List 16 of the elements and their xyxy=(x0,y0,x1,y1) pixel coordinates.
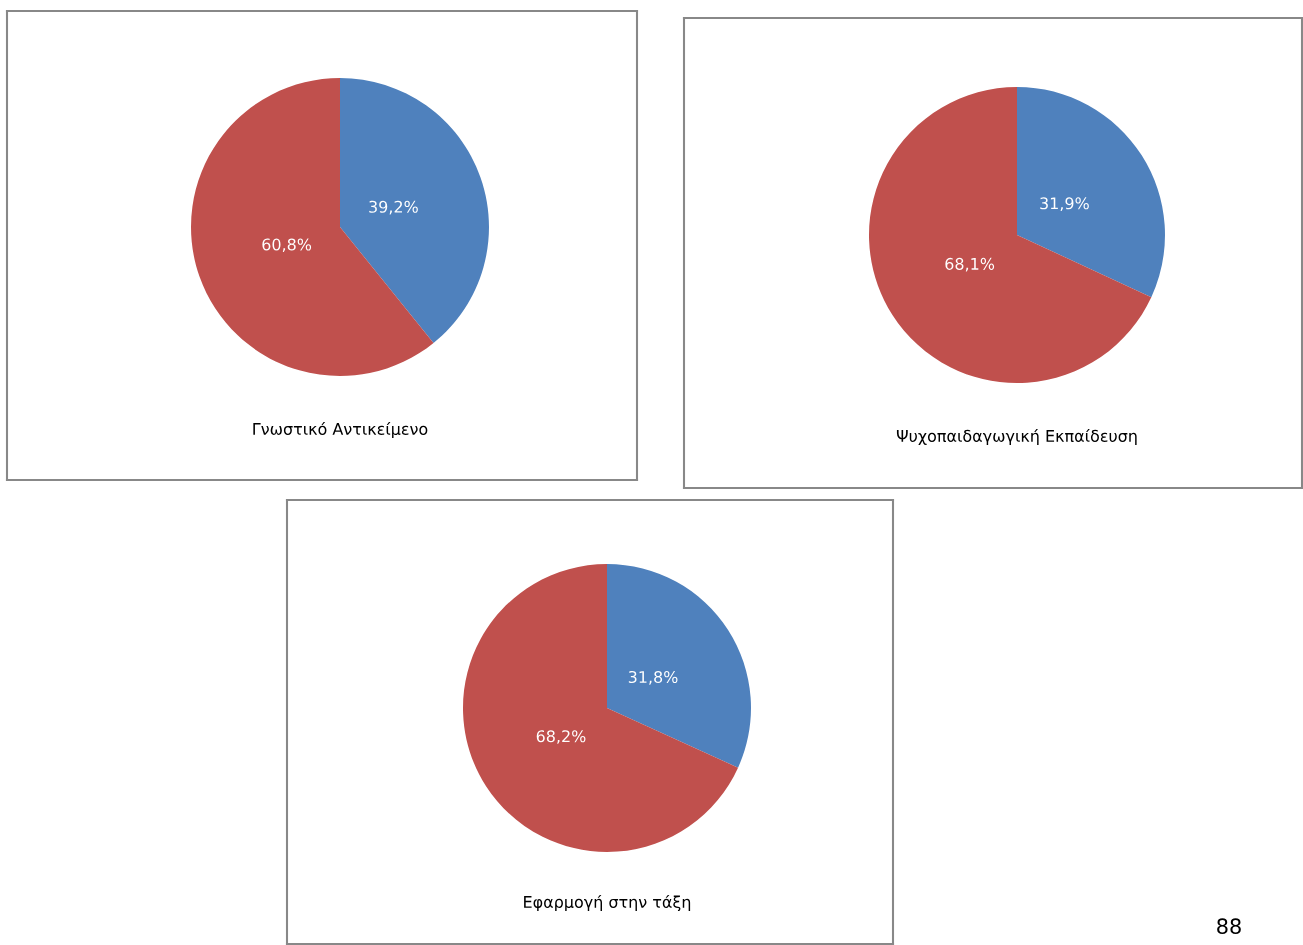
pie-slice xyxy=(869,87,1152,383)
data-label: 68,1% xyxy=(945,257,995,272)
data-label: 31,8% xyxy=(628,670,678,685)
text: Ψυχοπαιδαγωγική Εκπαίδευση xyxy=(896,428,1137,446)
data-label: 39,2% xyxy=(369,200,418,215)
pie-slice xyxy=(607,564,751,768)
pie-slice xyxy=(463,564,739,852)
data-label: 68,2% xyxy=(536,730,586,744)
data-label: 60,8% xyxy=(262,238,312,253)
text: Γνωστικό Αντικείμενο xyxy=(253,421,428,439)
data-label: 31,9% xyxy=(1040,197,1089,211)
text: Εφαρμογή στην τάξη xyxy=(524,894,691,912)
text: 88 xyxy=(1217,918,1241,935)
pie-slice xyxy=(191,78,434,376)
pie-slice xyxy=(340,78,489,343)
pie-slice xyxy=(1017,87,1165,298)
